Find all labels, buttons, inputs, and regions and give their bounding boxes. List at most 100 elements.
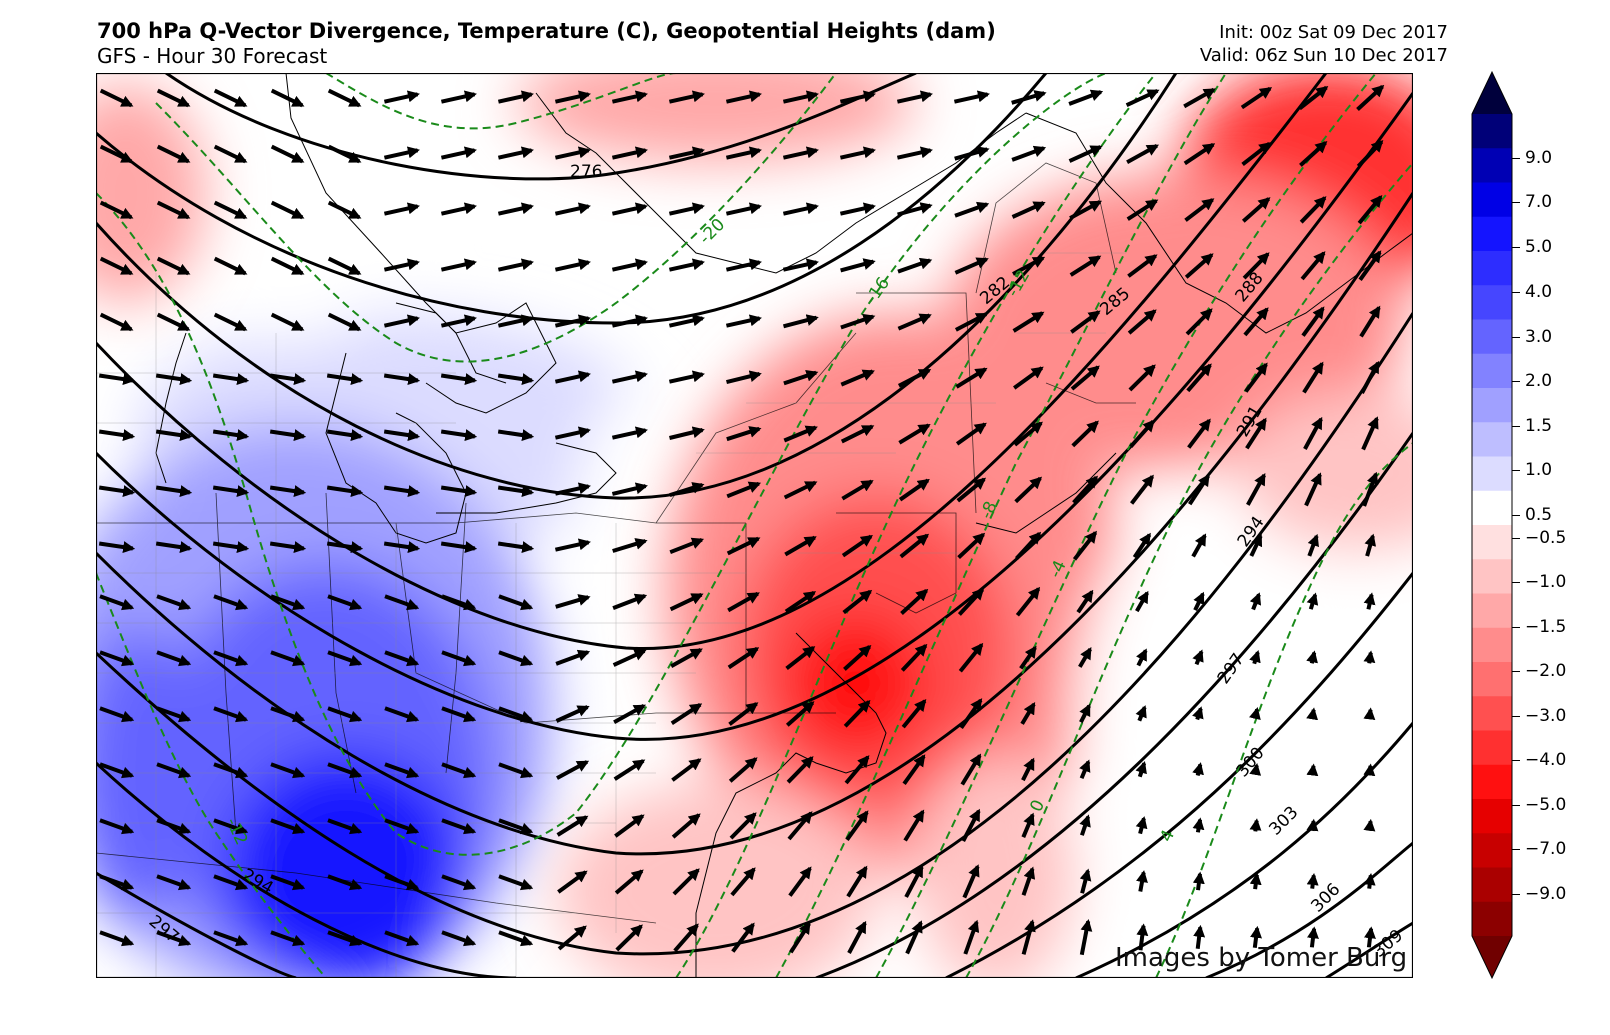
q-vector-arrow (498, 594, 534, 611)
q-vector-arrow (1299, 140, 1328, 167)
q-vector-arrow (99, 144, 134, 164)
colorbar-segment (1472, 559, 1512, 595)
q-vector-arrow (497, 258, 534, 272)
q-vector-arrow (1021, 757, 1035, 782)
colorbar-tick (1512, 337, 1520, 338)
colorbar (1471, 70, 1513, 980)
q-vector-arrow (1306, 592, 1319, 610)
q-vector-arrow (671, 758, 702, 782)
colorbar-tick (1512, 849, 1520, 850)
q-vector-arrow (1011, 145, 1047, 162)
q-vector-arrow (905, 920, 923, 955)
q-vector-arrow (953, 90, 990, 104)
q-vector-arrow (497, 202, 534, 216)
q-vector-arrow (897, 257, 933, 274)
q-vector-arrow (1306, 763, 1319, 777)
q-vector-arrow (1079, 868, 1092, 894)
q-vector-arrow (1299, 196, 1327, 224)
q-vector-arrow (612, 538, 648, 553)
q-vector-arrow (99, 312, 134, 332)
q-vector-arrow (725, 258, 762, 272)
q-vector-arrow (156, 312, 191, 332)
colorbar-tick (1512, 247, 1520, 248)
q-vector-arrow (213, 256, 248, 276)
q-vector-arrow (270, 594, 306, 611)
q-vector-arrow (156, 930, 192, 947)
q-vector-arrow (1191, 533, 1207, 558)
colorbar-tick-label: −5.0 (1525, 795, 1567, 815)
q-vector-arrow (383, 202, 420, 216)
q-vector-arrow (954, 146, 990, 161)
colorbar-segment (1472, 216, 1512, 252)
colorbar-tick-label: −1.5 (1525, 617, 1567, 637)
q-vector-arrow (1192, 706, 1204, 721)
q-vector-arrow (1079, 918, 1093, 956)
q-vector-arrow (956, 477, 987, 503)
q-vector-arrow (326, 373, 364, 386)
colorbar-tick-label: 2.0 (1525, 371, 1553, 391)
q-vector-arrow (897, 313, 932, 331)
q-vector-arrow (213, 312, 248, 332)
colorbar-segment (1472, 319, 1512, 355)
q-vector-arrow (963, 919, 980, 955)
q-vector-arrow (847, 920, 867, 954)
q-vector-arrow (498, 874, 534, 891)
q-vector-arrow (726, 370, 762, 385)
q-vector-arrow (383, 90, 420, 104)
colorbar-segment (1472, 696, 1512, 732)
q-vector-arrow (99, 200, 134, 220)
q-vector-arrow (1357, 195, 1383, 225)
q-vector-arrow (1306, 873, 1319, 889)
colorbar-segment (1472, 764, 1512, 800)
q-vector-arrow (554, 482, 591, 496)
colorbar-segment (1472, 627, 1512, 663)
q-vector-arrow (904, 864, 924, 898)
q-vector-arrow (783, 369, 819, 386)
q-vector-arrow (960, 753, 982, 786)
q-vector-arrow (156, 650, 192, 667)
q-vector-arrow (668, 146, 705, 160)
colorbar-tick-label: 3.0 (1525, 327, 1553, 347)
colorbar-tick-label: −4.0 (1525, 750, 1567, 770)
q-vector-arrow (156, 762, 192, 779)
q-vector-arrow (612, 649, 647, 667)
q-vector-arrow (497, 146, 534, 160)
q-vector-arrow (554, 146, 591, 160)
q-vector-arrow (612, 593, 648, 610)
q-vector-arrow (554, 538, 591, 552)
q-vector-arrow (784, 535, 817, 557)
q-vector-arrow (1019, 645, 1037, 670)
colorbar-tick-label: 4.0 (1525, 282, 1553, 302)
q-vector-arrow (1013, 366, 1044, 390)
q-vector-arrow (270, 818, 306, 835)
q-vector-arrow (1302, 361, 1324, 394)
q-vector-arrow (270, 706, 306, 723)
colorbar-segment (1472, 353, 1512, 389)
colorbar-segment (1472, 422, 1512, 458)
q-vector-arrow (213, 818, 249, 835)
q-vector-arrow (440, 314, 477, 328)
chart-title: 700 hPa Q-Vector Divergence, Temperature… (97, 19, 996, 43)
q-vector-arrow (1249, 706, 1261, 721)
weather-map: 276 282 285 288 291 294 297 300 303 306 … (96, 73, 1413, 978)
q-vector-arrow (1184, 198, 1215, 222)
q-vector-arrow (1298, 85, 1329, 111)
q-vector-arrow (1192, 762, 1204, 776)
q-vector-arrow (1079, 759, 1091, 780)
colorbar-tick (1512, 760, 1520, 761)
q-vector-arrow (556, 815, 589, 837)
q-vector-arrow (615, 924, 643, 952)
q-vector-arrow (846, 865, 868, 898)
colorbar-segment (1472, 148, 1512, 184)
q-vector-arrow (611, 258, 648, 272)
q-vector-arrow (1188, 473, 1210, 506)
q-vector-arrow (897, 202, 933, 217)
q-vector-arrow (156, 256, 191, 276)
image-credit: Images by Tomer Burg (1115, 943, 1407, 973)
q-vector-arrow (99, 594, 135, 611)
colorbar-segment (1472, 114, 1512, 149)
q-vector-arrow (270, 650, 306, 667)
q-vector-arrow (1246, 472, 1266, 506)
q-vector-arrow (782, 146, 819, 160)
q-vector-arrow (840, 258, 876, 273)
